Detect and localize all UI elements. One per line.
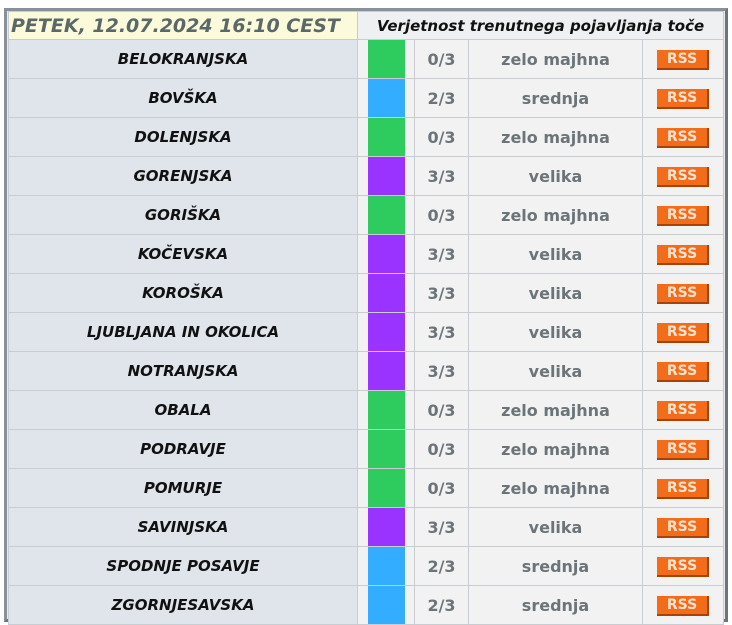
probability-count: 2/3 (414, 78, 469, 118)
level-color-swatch (367, 469, 405, 507)
rss-button[interactable]: RSS (657, 206, 709, 226)
probability-label: srednja (468, 585, 643, 625)
table-row: BOVŠKA 2/3 srednja RSS (8, 78, 724, 118)
table-row: POMURJE 0/3 zelo majhna RSS (8, 468, 724, 508)
probability-label: zelo majhna (468, 195, 643, 235)
table-row: OBALA 0/3 zelo majhna RSS (8, 390, 724, 430)
hail-table: PETEK, 12.07.2024 16:10 CEST Verjetnost … (8, 11, 724, 625)
region-name: OBALA (8, 390, 358, 430)
table-row: NOTRANJSKA 3/3 velika RSS (8, 351, 724, 391)
probability-count: 3/3 (414, 234, 469, 274)
probability-label: velika (468, 273, 643, 313)
level-color-swatch (367, 157, 405, 195)
region-name: SAVINJSKA (8, 507, 358, 547)
probability-count: 3/3 (414, 351, 469, 391)
region-name: BOVŠKA (8, 78, 358, 118)
level-color-swatch (367, 79, 405, 117)
level-color-swatch (367, 430, 405, 468)
region-name: BELOKRANJSKA (8, 39, 358, 79)
region-name: GORENJSKA (8, 156, 358, 196)
probability-label: srednja (468, 78, 643, 118)
probability-count: 3/3 (414, 273, 469, 313)
rss-button[interactable]: RSS (657, 245, 709, 265)
level-color-swatch (367, 274, 405, 312)
probability-count: 0/3 (414, 195, 469, 235)
level-color-swatch (367, 313, 405, 351)
region-name: SPODNJE POSAVJE (8, 546, 358, 586)
region-name: KOROŠKA (8, 273, 358, 313)
region-name: PODRAVJE (8, 429, 358, 469)
level-color-swatch (367, 508, 405, 546)
probability-label: velika (468, 234, 643, 274)
region-name: LJUBLJANA IN OKOLICA (8, 312, 358, 352)
table-row: ZGORNJESAVSKA 2/3 srednja RSS (8, 585, 724, 625)
rss-button[interactable]: RSS (657, 50, 709, 70)
rss-button[interactable]: RSS (657, 440, 709, 460)
probability-count: 2/3 (414, 546, 469, 586)
probability-label: velika (468, 507, 643, 547)
rss-button[interactable]: RSS (657, 89, 709, 109)
probability-label: zelo majhna (468, 468, 643, 508)
level-color-swatch (367, 118, 405, 156)
level-color-swatch (367, 235, 405, 273)
region-name: POMURJE (8, 468, 358, 508)
probability-count: 0/3 (414, 117, 469, 157)
probability-label: srednja (468, 546, 643, 586)
probability-label: zelo majhna (468, 390, 643, 430)
region-name: NOTRANJSKA (8, 351, 358, 391)
level-color-swatch (367, 196, 405, 234)
region-name: DOLENJSKA (8, 117, 358, 157)
level-color-swatch (367, 352, 405, 390)
table-row: KOROŠKA 3/3 velika RSS (8, 273, 724, 313)
table-row: GORENJSKA 3/3 velika RSS (8, 156, 724, 196)
probability-label: zelo majhna (468, 39, 643, 79)
probability-count: 2/3 (414, 585, 469, 625)
rss-button[interactable]: RSS (657, 323, 709, 343)
probability-label: velika (468, 312, 643, 352)
table-row: GORIŠKA 0/3 zelo majhna RSS (8, 195, 724, 235)
hail-probability-panel: PETEK, 12.07.2024 16:10 CEST Verjetnost … (4, 8, 728, 625)
rss-button[interactable]: RSS (657, 518, 709, 538)
probability-label: zelo majhna (468, 117, 643, 157)
probability-count: 3/3 (414, 507, 469, 547)
rss-button[interactable]: RSS (657, 401, 709, 421)
probability-label: velika (468, 156, 643, 196)
level-color-swatch (367, 547, 405, 585)
level-color-swatch (367, 40, 405, 78)
table-row: SPODNJE POSAVJE 2/3 srednja RSS (8, 546, 724, 586)
level-color-swatch (367, 391, 405, 429)
table-row: LJUBLJANA IN OKOLICA 3/3 velika RSS (8, 312, 724, 352)
rss-button[interactable]: RSS (657, 167, 709, 187)
rss-button[interactable]: RSS (657, 128, 709, 148)
level-color-swatch (367, 586, 405, 624)
date-header: PETEK, 12.07.2024 16:10 CEST (8, 11, 358, 40)
region-name: ZGORNJESAVSKA (8, 585, 358, 625)
table-row: KOČEVSKA 3/3 velika RSS (8, 234, 724, 274)
probability-count: 0/3 (414, 468, 469, 508)
region-name: KOČEVSKA (8, 234, 358, 274)
table-title: Verjetnost trenutnega pojavljanja toče (357, 11, 724, 40)
rss-button[interactable]: RSS (657, 557, 709, 577)
table-row: PODRAVJE 0/3 zelo majhna RSS (8, 429, 724, 469)
region-name: GORIŠKA (8, 195, 358, 235)
table-row: SAVINJSKA 3/3 velika RSS (8, 507, 724, 547)
probability-count: 3/3 (414, 156, 469, 196)
probability-count: 0/3 (414, 429, 469, 469)
probability-label: velika (468, 351, 643, 391)
probability-count: 3/3 (414, 312, 469, 352)
rss-button[interactable]: RSS (657, 284, 709, 304)
rss-button[interactable]: RSS (657, 479, 709, 499)
probability-label: zelo majhna (468, 429, 643, 469)
table-row: BELOKRANJSKA 0/3 zelo majhna RSS (8, 39, 724, 79)
probability-count: 0/3 (414, 390, 469, 430)
table-row: DOLENJSKA 0/3 zelo majhna RSS (8, 117, 724, 157)
rss-button[interactable]: RSS (657, 596, 709, 616)
probability-count: 0/3 (414, 39, 469, 79)
rss-button[interactable]: RSS (657, 362, 709, 382)
